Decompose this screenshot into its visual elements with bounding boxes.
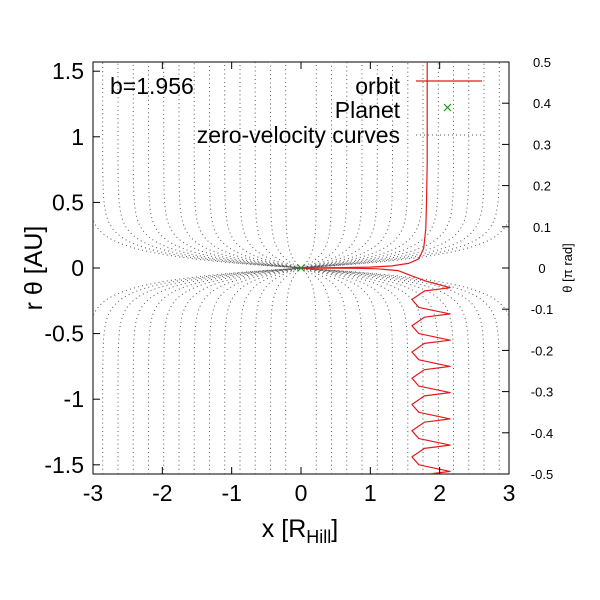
legend-marker-planet <box>443 103 452 112</box>
y-tick-label: 0 <box>71 255 84 281</box>
y2-ticks: -0.5 -0.4 -0.3 -0.2 -0.1 0 0.1 0.2 0.3 0.4 0.5 <box>502 55 553 482</box>
x-tick-label: 3 <box>503 480 516 506</box>
y2-tick-label: 0.3 <box>533 137 551 152</box>
y-tick-label: -1.5 <box>44 452 84 478</box>
x-tick-label: 0 <box>295 480 308 506</box>
legend-label-zvc: zero-velocity curves <box>197 122 400 148</box>
y2-tick-label: -0.2 <box>531 343 553 358</box>
y2-tick-label: 0.5 <box>533 55 551 70</box>
y-ticks: -1.5 -1 -0.5 0 0.5 1 1.5 <box>44 58 100 478</box>
orbit-line <box>300 62 451 474</box>
annotation-b: b=1.956 <box>110 73 194 99</box>
x-tick-label: 2 <box>433 480 446 506</box>
x-tick-label: -3 <box>83 480 103 506</box>
y-tick-label: 1.5 <box>52 58 84 84</box>
x-tick-label: -2 <box>152 480 172 506</box>
planet-marker <box>297 264 305 272</box>
y-tick-label: 0.5 <box>52 189 84 215</box>
x-tick-label: -1 <box>221 480 241 506</box>
zero-velocity-curve <box>300 62 500 474</box>
y2-tick-label: 0.4 <box>533 96 551 111</box>
y2-axis-label: θ [π rad] <box>560 243 575 292</box>
y-tick-label: 1 <box>71 124 84 150</box>
zero-velocity-curve <box>193 62 302 474</box>
orbit-layer <box>300 62 451 474</box>
legend-label-planet: Planet <box>335 97 401 123</box>
y-tick-label: -1 <box>64 386 84 412</box>
y2-tick-label: -0.4 <box>531 426 553 441</box>
zero-velocity-curve <box>300 62 409 474</box>
y2-tick-label: -0.3 <box>531 385 553 400</box>
y-axis-label: r θ [AU] <box>20 226 48 311</box>
x-tick-label: 1 <box>364 480 377 506</box>
y-tick-label: -0.5 <box>44 321 84 347</box>
y2-tick-label: 0.2 <box>533 179 551 194</box>
y2-tick-label: 0.1 <box>533 220 551 235</box>
x-axis-label: x [RHill] <box>262 515 338 547</box>
zero-velocity-curve <box>102 62 302 474</box>
y2-tick-label: -0.5 <box>531 467 553 482</box>
x-ticks: -3 -2 -1 0 1 2 3 <box>83 62 516 506</box>
y2-tick-label: 0 <box>538 261 545 276</box>
legend-label-orbit: orbit <box>355 73 400 99</box>
y2-tick-label: -0.1 <box>531 302 553 317</box>
planet-layer <box>297 264 305 272</box>
